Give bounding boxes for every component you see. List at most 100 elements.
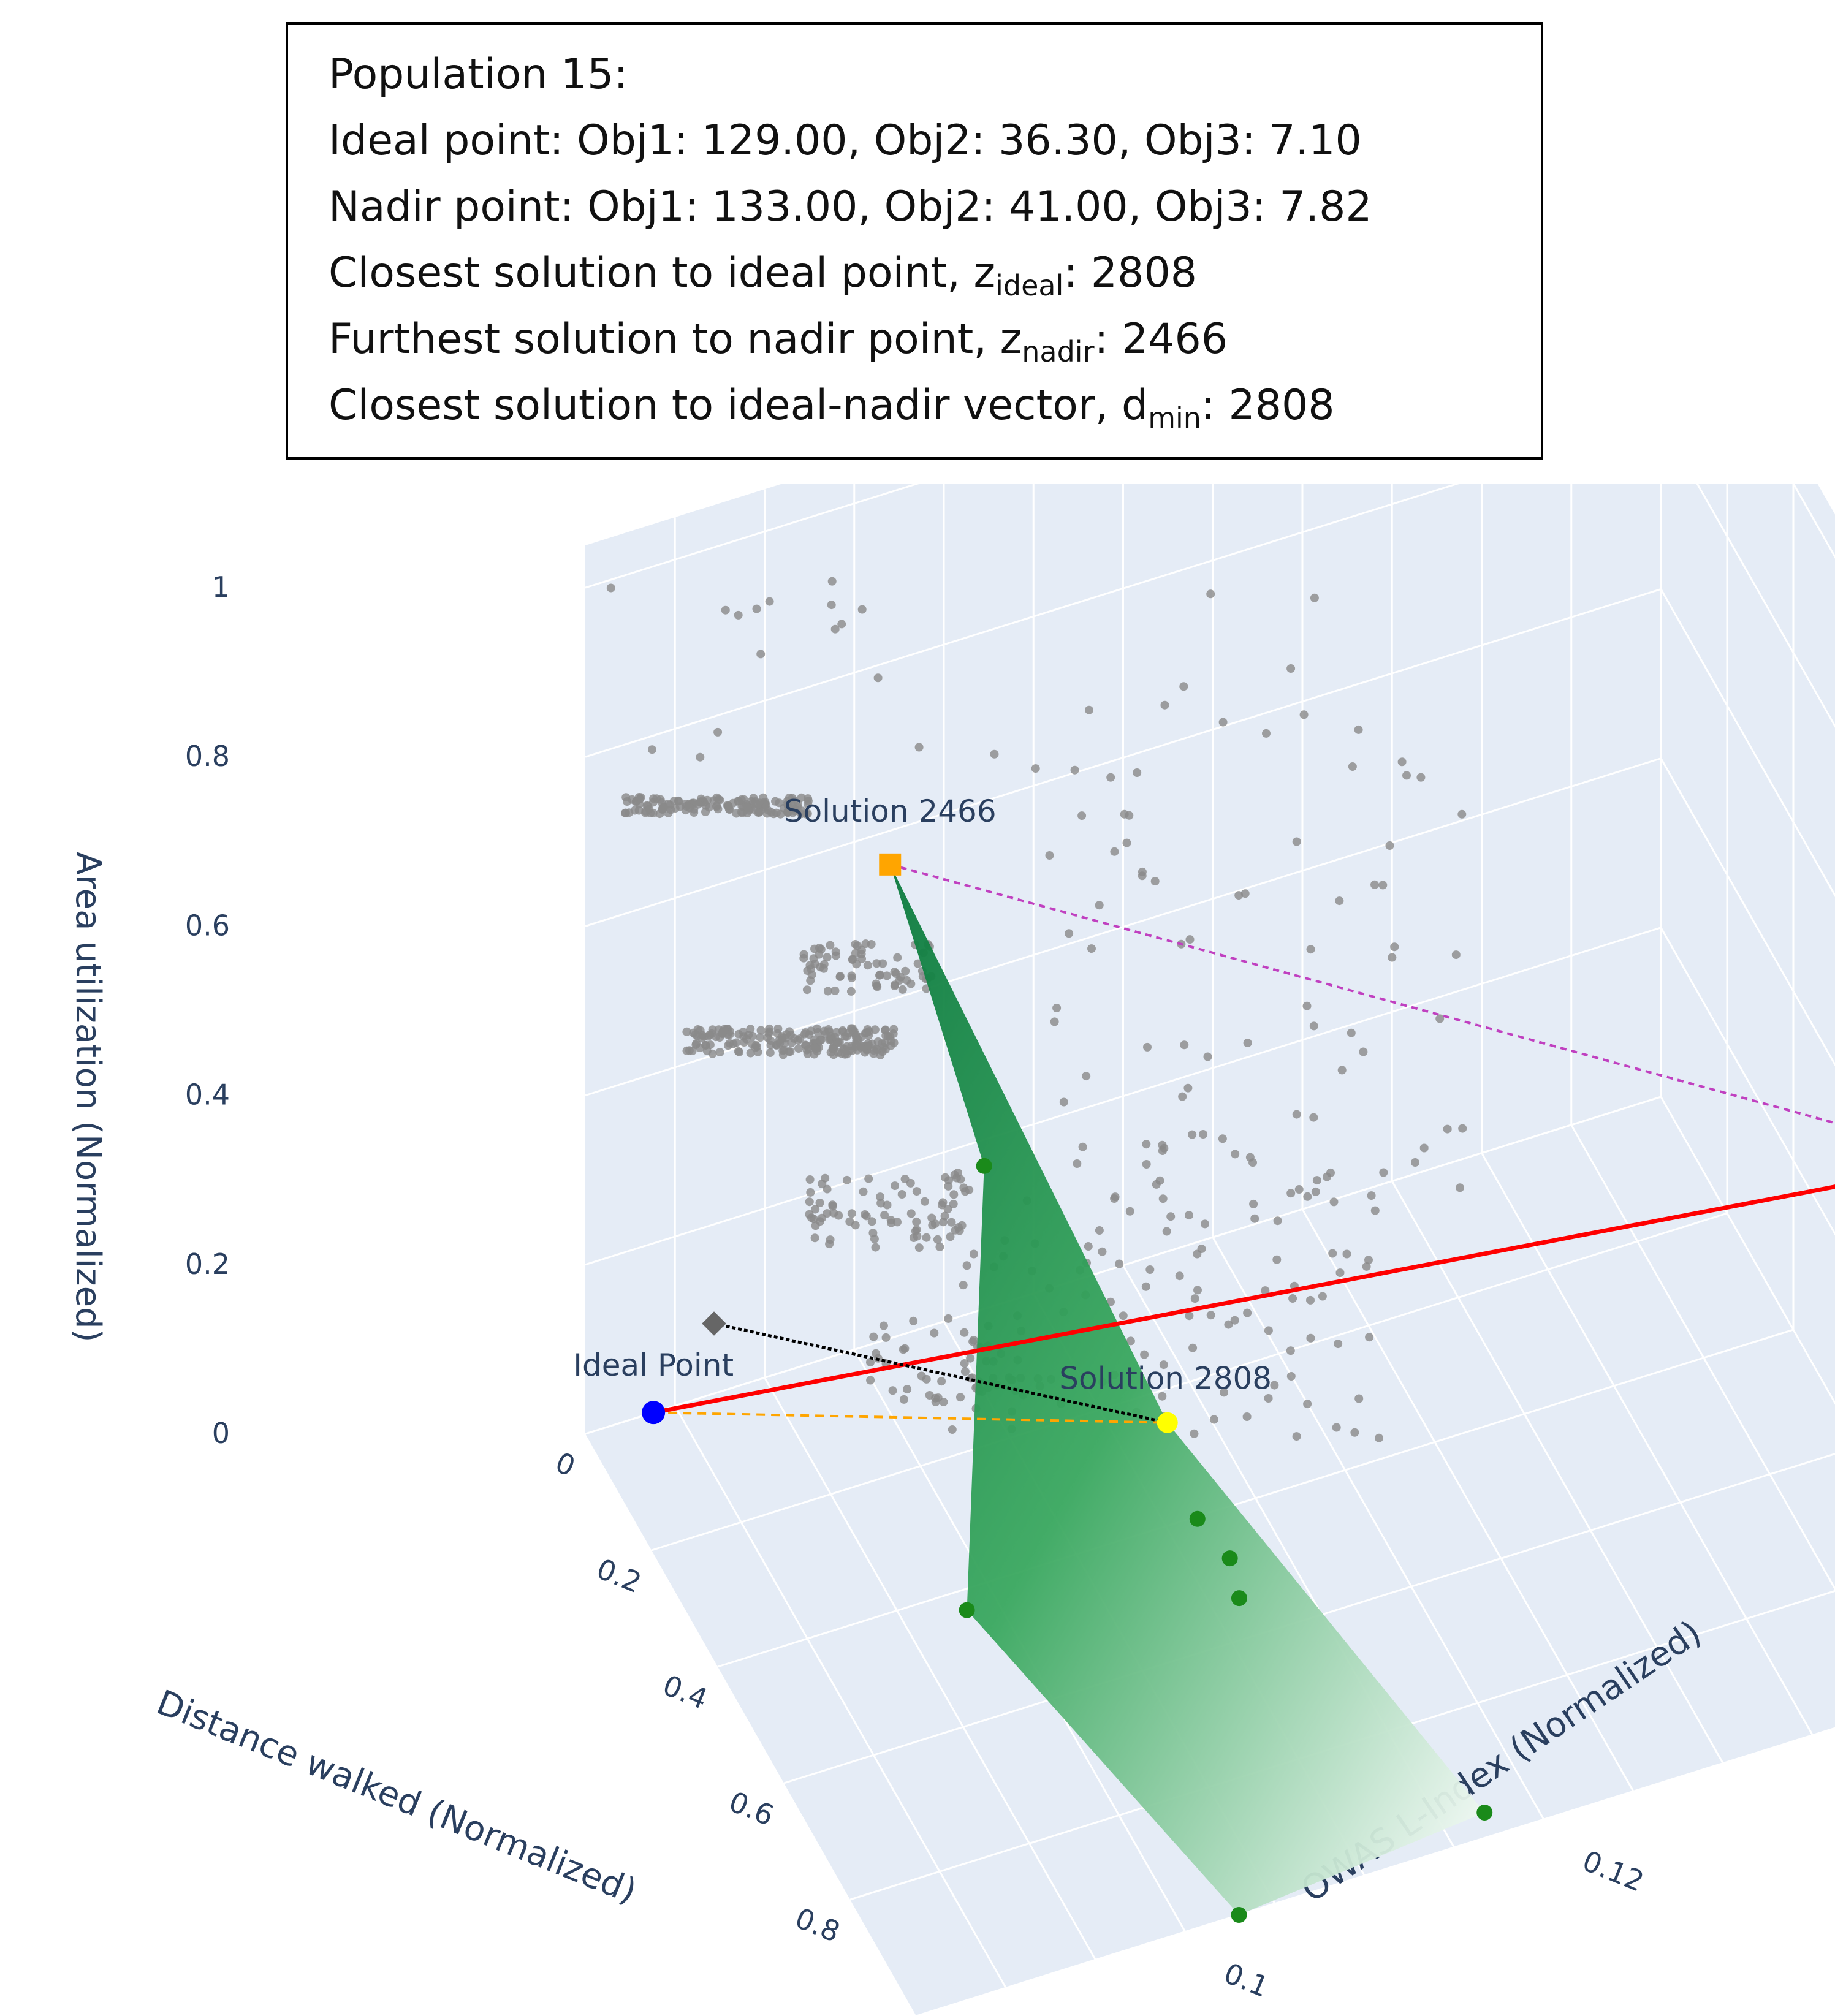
population-point bbox=[1085, 705, 1093, 714]
population-point bbox=[838, 1026, 847, 1035]
population-point bbox=[847, 1209, 856, 1218]
population-point bbox=[1031, 764, 1040, 773]
furthest-nadir-sub: nadir bbox=[1022, 335, 1095, 368]
population-point bbox=[1152, 1180, 1161, 1189]
annotation-solution-2466: Solution 2466 bbox=[784, 794, 997, 829]
population-point bbox=[1309, 1113, 1318, 1122]
population-point bbox=[1220, 1388, 1228, 1397]
population-point bbox=[845, 1217, 854, 1226]
population-point bbox=[1201, 1219, 1209, 1229]
population-point bbox=[883, 971, 891, 980]
population-point bbox=[959, 1281, 968, 1290]
population-point bbox=[1185, 1211, 1193, 1220]
population-point bbox=[1379, 1168, 1388, 1177]
population-point bbox=[848, 955, 857, 964]
population-point bbox=[935, 1242, 944, 1251]
population-point bbox=[1335, 896, 1344, 906]
population-point bbox=[1059, 1097, 1068, 1107]
pareto-point bbox=[959, 1602, 975, 1618]
population-point bbox=[914, 743, 924, 752]
population-point bbox=[1302, 1001, 1312, 1010]
population-point bbox=[1397, 757, 1407, 767]
population-point bbox=[847, 973, 856, 982]
population-point bbox=[866, 1358, 875, 1367]
population-point bbox=[810, 1035, 819, 1044]
population-point bbox=[1306, 1333, 1315, 1343]
population-point bbox=[893, 953, 902, 962]
population-point bbox=[842, 1042, 851, 1051]
population-point bbox=[773, 1025, 783, 1033]
population-point bbox=[878, 1039, 886, 1048]
population-point bbox=[889, 1038, 899, 1047]
population-point bbox=[944, 1181, 953, 1191]
population-point bbox=[1133, 768, 1142, 777]
population-point bbox=[826, 941, 835, 950]
population-point bbox=[1303, 1400, 1312, 1409]
population-point bbox=[842, 1175, 851, 1184]
population-point bbox=[818, 1180, 827, 1188]
population-point bbox=[890, 968, 899, 977]
population-point bbox=[1306, 1295, 1315, 1305]
population-point bbox=[1264, 1326, 1273, 1335]
population-point bbox=[927, 1213, 936, 1222]
population-point bbox=[867, 1217, 876, 1226]
population-point bbox=[1385, 841, 1394, 850]
population-point bbox=[881, 1333, 891, 1342]
population-point bbox=[664, 808, 673, 817]
population-point bbox=[876, 1050, 885, 1059]
gridline-z bbox=[1660, 1096, 1835, 1405]
tick-label-z: 0.8 bbox=[185, 740, 230, 773]
pareto-point bbox=[1231, 1907, 1247, 1923]
closest-ideal-prefix: Closest solution to ideal point, z bbox=[329, 249, 996, 297]
projection-marker bbox=[702, 1311, 726, 1336]
population-point bbox=[756, 650, 766, 659]
population-point bbox=[787, 1038, 796, 1047]
population-point bbox=[823, 1209, 832, 1218]
tick-label-x: 0.2 bbox=[592, 1552, 646, 1599]
closest-ideal-sub: ideal bbox=[995, 269, 1064, 302]
population-point bbox=[912, 1217, 921, 1226]
population-point bbox=[732, 809, 741, 818]
population-point bbox=[797, 809, 806, 819]
population-point bbox=[805, 1197, 814, 1207]
scatter-3d-chart[interactable]: 00.20.40.60.8100.20.40.60.810.10.120.14 … bbox=[0, 484, 1835, 2016]
population-point bbox=[815, 1217, 824, 1226]
info-closest-vector: Closest solution to ideal-nadir vector, … bbox=[329, 381, 1335, 434]
population-point bbox=[966, 1354, 975, 1363]
population-point bbox=[1402, 771, 1411, 780]
population-point bbox=[1082, 1072, 1091, 1081]
population-point bbox=[1145, 1265, 1155, 1274]
population-point bbox=[872, 981, 881, 990]
population-point bbox=[789, 796, 799, 805]
population-point bbox=[648, 808, 658, 817]
population-point bbox=[725, 805, 734, 814]
population-point bbox=[751, 1040, 761, 1050]
population-point bbox=[1045, 851, 1054, 860]
population-point bbox=[900, 1344, 910, 1353]
info-closest-ideal: Closest solution to ideal point, zideal:… bbox=[329, 249, 1197, 302]
population-point bbox=[898, 985, 907, 994]
population-point bbox=[1115, 1259, 1124, 1268]
population-point bbox=[1329, 1197, 1339, 1207]
gridline-z bbox=[1660, 927, 1835, 1236]
population-point bbox=[1142, 1160, 1151, 1169]
population-point bbox=[1126, 1336, 1135, 1346]
population-point bbox=[856, 1033, 865, 1042]
population-point bbox=[809, 954, 818, 963]
population-point bbox=[800, 1029, 809, 1039]
population-point bbox=[830, 624, 840, 634]
population-point bbox=[1388, 953, 1397, 962]
population-point bbox=[632, 797, 641, 806]
population-point bbox=[1435, 1014, 1445, 1023]
population-point bbox=[1456, 1183, 1464, 1192]
population-point bbox=[876, 1199, 886, 1208]
pareto-surface bbox=[890, 864, 1485, 1915]
population-point bbox=[1119, 1311, 1128, 1321]
population-point bbox=[732, 1038, 741, 1047]
population-point bbox=[962, 1261, 971, 1270]
population-point bbox=[1095, 1226, 1104, 1235]
population-point bbox=[835, 972, 845, 981]
population-point bbox=[890, 982, 899, 990]
population-point bbox=[861, 1210, 870, 1219]
population-point bbox=[754, 808, 764, 817]
